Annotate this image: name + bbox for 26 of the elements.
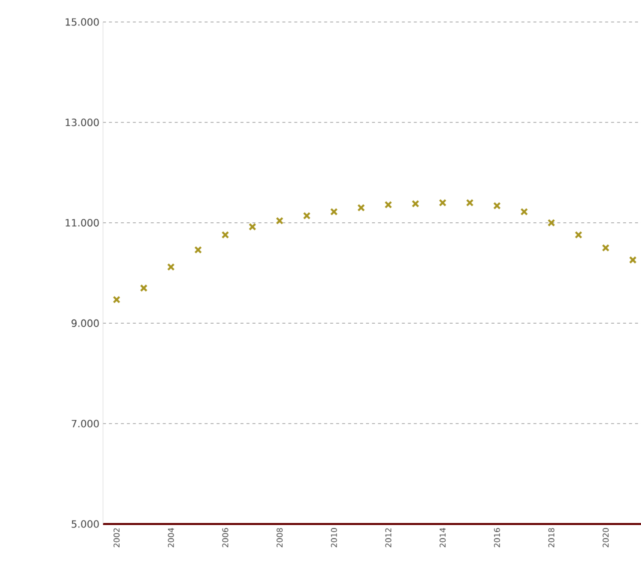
point [602,244,610,252]
point [194,246,202,254]
point [412,200,420,208]
y-tick-label: 15.000 [66,18,99,26]
y-tick-label: 9.000 [72,319,99,327]
point [221,231,230,239]
y-tick-label: 7.000 [72,420,99,428]
y-tick-label: 13.000 [66,118,99,126]
point [438,198,446,207]
point [357,204,365,212]
point [330,208,338,216]
point [520,208,528,216]
point [167,263,175,271]
point [276,216,284,225]
point [466,198,474,207]
point [302,212,311,220]
point [574,231,582,239]
point [384,200,392,209]
point [112,296,120,304]
y-tick-label: 5.000 [72,520,99,528]
point [248,222,256,231]
point [548,218,556,227]
point [493,202,501,210]
point [629,256,637,264]
y-tick-label: 11.000 [66,219,99,227]
point [140,284,148,292]
